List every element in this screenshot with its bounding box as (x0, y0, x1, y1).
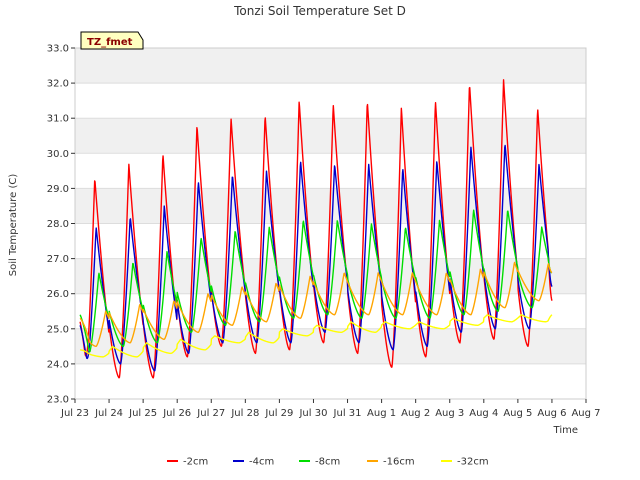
legend-label: -2cm (183, 457, 208, 468)
y-tick-label: 28.0 (47, 219, 69, 230)
series-line (79, 314, 553, 358)
grid-band (75, 328, 586, 364)
y-tick-label: 30.0 (47, 149, 69, 160)
x-tick-label: Aug 5 (503, 408, 532, 419)
x-tick-label: Jul 23 (60, 408, 89, 419)
y-tick-label: 23.0 (47, 395, 69, 406)
y-tick-label: 29.0 (47, 184, 69, 195)
y-tick-label: 32.0 (47, 79, 69, 90)
y-tick-label: 24.0 (47, 359, 69, 370)
x-tick-label: Jul 28 (230, 408, 259, 419)
x-tick-label: Aug 1 (367, 408, 396, 419)
y-tick-label: 31.0 (47, 114, 69, 125)
series-line (79, 79, 553, 379)
series-line (79, 144, 553, 372)
y-tick-label: 26.0 (47, 289, 69, 300)
x-tick-label: Aug 4 (469, 408, 498, 419)
grid-band (75, 48, 586, 84)
x-tick-label: Jul 26 (162, 408, 191, 419)
y-tick-label: 33.0 (47, 44, 69, 55)
series-line (79, 209, 553, 353)
y-tick-label: 27.0 (47, 254, 69, 265)
legend: -2cm -4cm -8cm -16cm -32cm (167, 457, 489, 468)
series-line (79, 261, 553, 348)
x-axis-ticks: Jul 23 Jul 24 Jul 25 Jul 26 Jul 27 Jul 28 Jul … (60, 399, 601, 419)
site-label: TZ_fmet (87, 37, 133, 48)
x-tick-label: Jul 25 (128, 408, 157, 419)
x-tick-label: Jul 31 (333, 408, 362, 419)
legend-label: -32cm (457, 457, 489, 468)
x-tick-label: Aug 7 (571, 408, 600, 419)
x-axis-title: Time (553, 425, 578, 436)
x-tick-label: Aug 2 (401, 408, 430, 419)
site-label-frame (80, 31, 144, 50)
series-layer (79, 79, 553, 379)
y-axis-title: Soil Temperature (C) (8, 174, 19, 277)
x-tick-label: Jul 24 (94, 408, 123, 419)
grid-band (75, 118, 586, 154)
site-label-box: TZ_fmet (80, 31, 144, 50)
y-axis-ticks: 23.0 24.0 25.0 26.0 27.0 28.0 29.0 30.0 31.0 32.0… (47, 44, 75, 406)
legend-label: -16cm (383, 457, 415, 468)
x-tick-label: Jul 29 (264, 408, 293, 419)
x-tick-label: Jul 30 (298, 408, 327, 419)
legend-label: -8cm (315, 457, 340, 468)
chart-title: Tonzi Soil Temperature Set D (233, 4, 406, 18)
x-tick-label: Jul 27 (196, 408, 225, 419)
legend-label: -4cm (249, 457, 274, 468)
plot-area (79, 79, 553, 379)
x-tick-label: Aug 3 (435, 408, 464, 419)
y-tick-label: 25.0 (47, 324, 69, 335)
x-tick-label: Aug 6 (537, 408, 566, 419)
